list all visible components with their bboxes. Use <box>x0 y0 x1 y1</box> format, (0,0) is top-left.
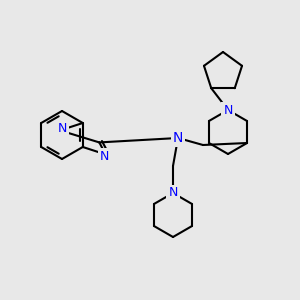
Text: N: N <box>168 187 178 200</box>
Text: N: N <box>100 150 109 163</box>
Text: N: N <box>173 131 183 145</box>
Text: N: N <box>223 103 233 116</box>
Text: N: N <box>57 122 67 135</box>
